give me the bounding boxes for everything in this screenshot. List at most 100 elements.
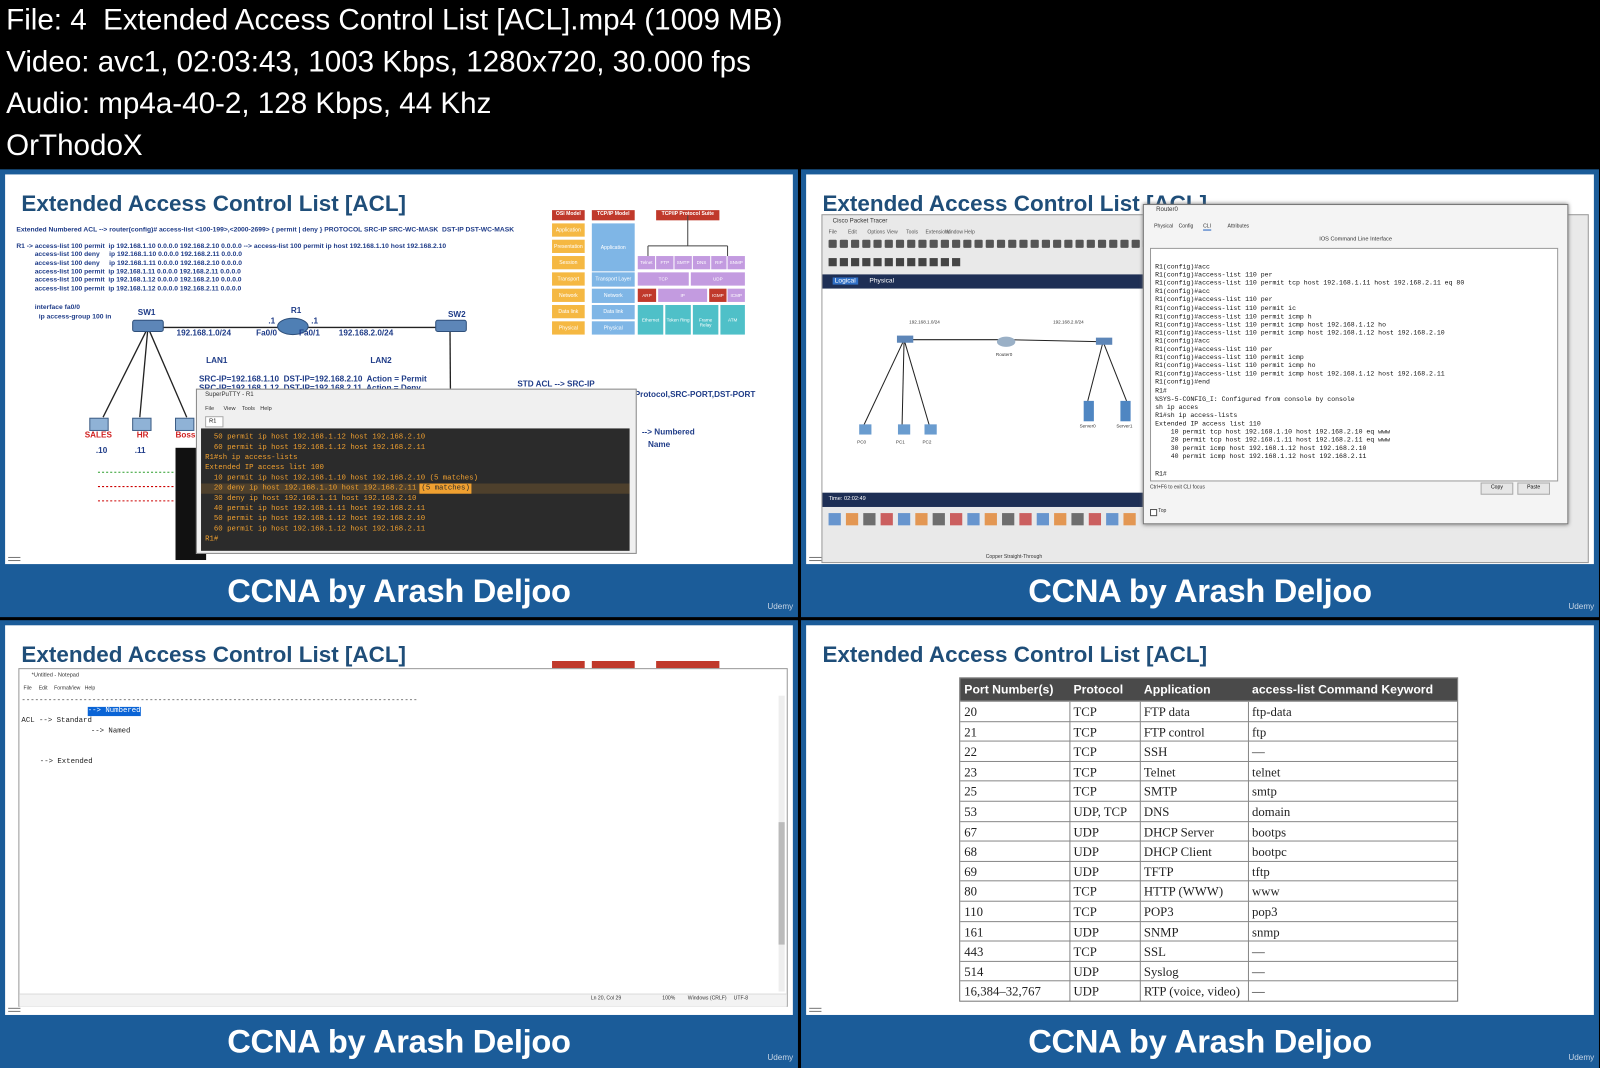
tab-label: R1 [209,418,217,425]
cell-divider [1247,881,1249,902]
pc-icon [175,417,195,431]
view-bar: Logical Physical [822,274,1149,289]
menu-item: Help [964,229,975,236]
model-header-label: TCP/IP Model [597,211,630,218]
cable [1102,341,1128,402]
model-header: TCP/IP Model [591,210,635,221]
menu-item: Tools [906,229,919,236]
protocol: TCP [637,272,689,286]
table-cell: snmp [1252,924,1280,940]
model-header-label: TCP/IP Protocol Suite [661,211,714,218]
server-icon [1120,400,1131,422]
cell-divider [1247,921,1249,942]
cli-line: R1(config)#access-list 110 permit icmp h… [1155,321,1386,329]
cell-divider [1247,961,1249,982]
table-cell: 110 [964,904,983,920]
table-cell: telnet [1252,764,1281,780]
diagram-label: Fa0/1 [298,328,320,338]
toolbar-icon [1053,239,1062,248]
slide-footer: CCNA by Arash Deljoo [1028,572,1372,609]
cable [1006,339,1104,343]
menu-item: Help [260,405,272,413]
terminal-line: 20 deny ip host 192.168.1.10 host 192.16… [205,484,417,493]
slide-frame: Extended Access Control List [ACL] Cisco … [801,169,1599,618]
time: Time: 02:02:49 [828,495,866,502]
switch-icon [1095,337,1113,345]
table-cell: 16,384–32,767 [964,984,1041,1000]
osi-layer-label: Network [559,292,578,299]
table-cell: UDP [1073,844,1099,860]
toolbar-icon [1008,239,1017,248]
cli-line: R1# [1155,387,1167,395]
slide-footer: CCNA by Arash Deljoo [227,1023,571,1060]
cell-divider [1139,801,1141,822]
toolbar-icon [1131,239,1140,248]
table-cell: SNMP [1143,924,1179,940]
cli-tab: Physical [1154,223,1174,230]
notepad-line: ----------------------------------------… [21,696,418,705]
watermark: Udemy [767,601,794,612]
table-cell: 514 [964,964,984,980]
tcpip-layer-label: Data link [603,309,624,316]
acl-command: access-list 100 permit ip 192.168.1.11 0… [34,268,241,276]
protocol: IGMP [709,288,727,302]
terminal-line: 60 permit ip host 192.168.1.12 host 192.… [205,525,426,534]
cell-divider [1069,861,1071,882]
table-row: 443 TCP SSL — [960,940,1458,962]
scroll-thumb [778,822,785,945]
menu-item: View [223,405,236,413]
button[interactable]: Paste [1517,482,1551,495]
cell-divider [1139,981,1141,1002]
column-header: Application [1143,682,1211,697]
table-cell: SMTP [1143,784,1178,800]
table-cell: FTP control [1143,724,1205,740]
window-title: SuperPuTTY - R1 [205,391,254,398]
menu-item: Extensions [925,229,951,236]
protocol-label: IGMP [711,292,724,298]
table-cell: Telnet [1143,764,1176,780]
cell-divider [1069,881,1071,902]
cli-line: R1(config)#access-list 110 permit icmp h [1155,312,1312,320]
table-cell: 67 [964,824,978,840]
table-row: 25 TCP SMTP smtp [960,780,1458,802]
watermark: Udemy [1568,601,1595,612]
device-tool [1036,513,1049,526]
slide-title: Extended Access Control List [ACL] [21,641,407,668]
toolbar-icon [1019,239,1028,248]
protocol: UDP [690,272,745,286]
cli-line: R1#sh ip access-lists [1155,411,1238,420]
device-tool [932,513,945,526]
table-row: 67 UDP DHCP Server bootps [960,820,1458,842]
checkbox[interactable] [1150,509,1158,517]
table-cell: DHCP Client [1143,844,1212,860]
diagram-label: .1 [268,316,276,326]
osi-layer: Physical [552,321,585,335]
tcpip-layer: Network [591,288,635,303]
osi-layer-label: Data link [558,309,579,316]
cli-line: R1(config)#end [1155,378,1210,386]
table-cell: SSH [1143,744,1168,760]
diagram-label: --> Numbered [641,427,695,437]
notepad-line: ACL --> Standard [21,717,92,726]
osi-layer: Data link [552,304,585,319]
table-cell: bootpc [1252,844,1287,860]
device-tool [1106,513,1119,526]
toolbar-icon [1075,239,1084,248]
table-cell: 22 [964,744,978,760]
terminal-body: 50 permit ip host 192.168.1.12 host 192.… [201,428,630,551]
table-cell: TCP [1073,784,1097,800]
table-cell: — [1252,984,1265,1000]
model-header [656,660,720,670]
table-row: 16,384–32,767 UDP RTP (voice, video) — [960,980,1458,1002]
toolbar-icon [952,258,961,267]
device-tool [1019,513,1032,526]
table-row: 53 UDP, TCP DNS domain [960,800,1458,822]
cell-divider [1247,861,1249,882]
button[interactable]: Copy [1480,482,1514,495]
acl-command: access-list 100 deny ip 192.168.1.11 0.0… [34,259,242,267]
cli-line: R1# [1155,469,1167,477]
table-cell: 80 [964,884,978,900]
device-tool [1054,513,1067,526]
protocol: DNS [692,256,711,270]
